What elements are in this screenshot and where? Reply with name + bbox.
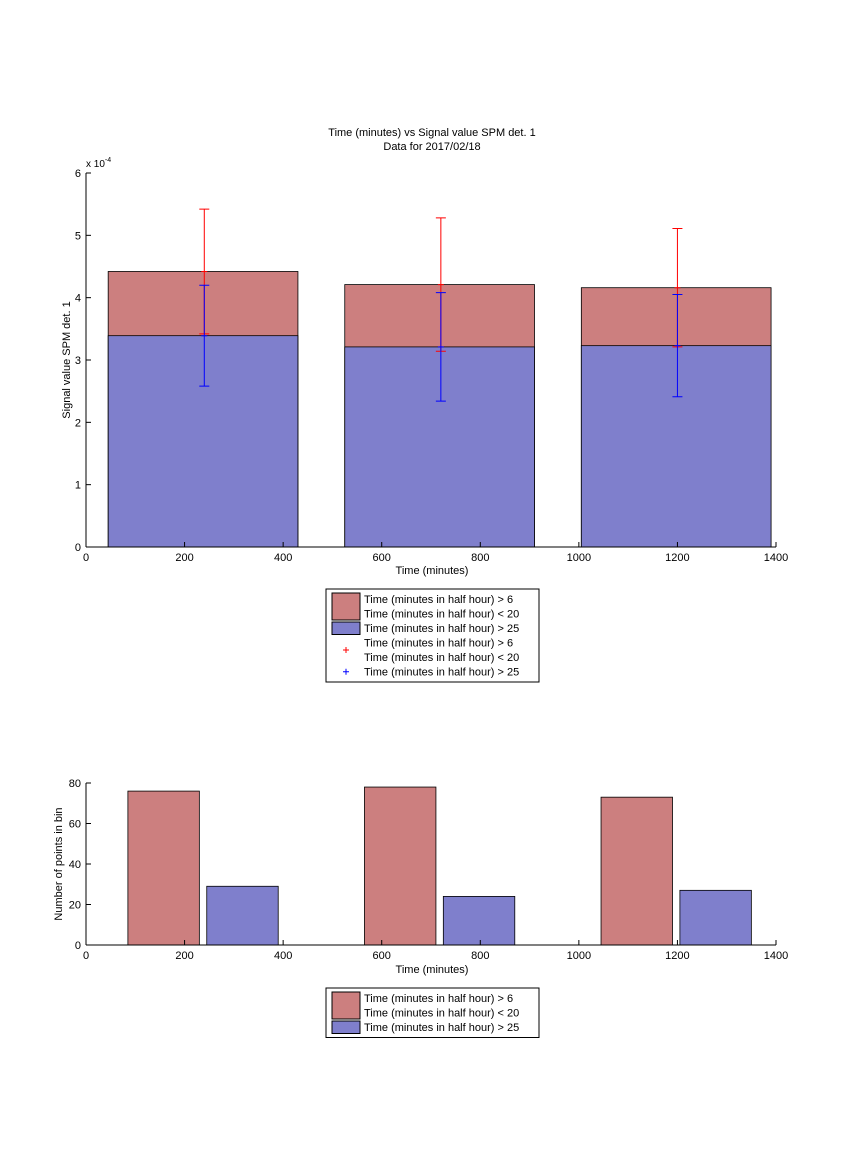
legend-label: Time (minutes in half hour) < 20 [364, 652, 519, 664]
legend-label: Time (minutes in half hour) > 6 [364, 993, 513, 1005]
count-chart: Number of points in bin Time (minutes) 0… [53, 778, 788, 1038]
bar-series-1 [127, 790, 200, 946]
signal-chart: Time (minutes) vs Signal value SPM det. … [61, 127, 788, 683]
chart-title: Time (minutes) vs Signal value SPM det. … [328, 127, 535, 139]
legend-label: Time (minutes in half hour) > 25 [364, 667, 519, 679]
x-tick-label: 1000 [567, 552, 591, 564]
chart-subtitle: Data for 2017/02/18 [383, 141, 480, 153]
legend: Time (minutes in half hour) > 6 Time (min… [325, 588, 540, 683]
y-axis-label: Signal value SPM det. 1 [61, 301, 73, 418]
legend-swatch [331, 592, 361, 621]
x-tick-label: 1400 [764, 552, 788, 564]
x-tick-label: 1400 [764, 950, 788, 962]
bar-series-2 [206, 885, 279, 946]
legend-marker [343, 668, 349, 675]
legend-swatch [331, 621, 361, 635]
y-exponent-label: x 10-4 [86, 157, 111, 170]
legend-swatch [331, 991, 361, 1020]
y-tick-label: 0 [75, 542, 81, 554]
x-axis-label: Time (minutes) [396, 964, 469, 976]
x-tick-label: 0 [83, 950, 89, 962]
legend-label: Time (minutes in half hour) < 20 [364, 609, 519, 621]
y-tick-label: 60 [69, 819, 81, 831]
x-tick-label: 0 [83, 552, 89, 564]
error-bar-series-1 [435, 217, 446, 352]
legend-label: Time (minutes in half hour) > 6 [364, 594, 513, 606]
bar-series-2 [344, 346, 535, 548]
bar-series-1 [600, 796, 673, 946]
error-bar-series-2 [199, 284, 210, 387]
legend-label: Time (minutes in half hour) > 25 [364, 623, 519, 635]
x-tick-label: 200 [175, 950, 193, 962]
y-tick-label: 1 [75, 480, 81, 492]
x-axis-label: Time (minutes) [396, 565, 469, 577]
error-bar-series-1 [672, 227, 683, 348]
y-tick-label: 6 [75, 168, 81, 180]
y-tick-label: 3 [75, 355, 81, 367]
bar-series-2 [442, 896, 516, 946]
bar-series-1 [364, 786, 437, 946]
x-tick-label: 800 [471, 950, 489, 962]
error-bar-series-1 [199, 208, 210, 335]
y-tick-label: 40 [69, 859, 81, 871]
y-tick-label: 0 [75, 940, 81, 952]
x-tick-label: 800 [471, 552, 489, 564]
error-bar-series-2 [435, 292, 446, 402]
y-axis-label: Number of points in bin [53, 807, 65, 920]
bar-series-2 [679, 889, 752, 946]
x-tick-label: 600 [373, 950, 391, 962]
legend: Time (minutes in half hour) > 6 Time (min… [325, 987, 540, 1038]
bar-series-2 [580, 345, 772, 548]
legend-box [325, 987, 540, 1038]
y-tick-label: 2 [75, 417, 81, 429]
error-bar-series-2 [672, 294, 683, 398]
y-tick-label: 5 [75, 230, 81, 242]
y-tick-label: 20 [69, 900, 81, 912]
legend-swatch [331, 1020, 361, 1034]
x-tick-label: 1200 [665, 552, 689, 564]
x-tick-label: 400 [274, 552, 292, 564]
legend-label: Time (minutes in half hour) > 25 [364, 1022, 519, 1034]
x-tick-label: 600 [373, 552, 391, 564]
legend-box [325, 588, 540, 683]
legend-label: Time (minutes in half hour) < 20 [364, 1008, 519, 1020]
x-tick-label: 1000 [567, 950, 591, 962]
bar-series-2 [107, 335, 299, 548]
legend-label: Time (minutes in half hour) > 6 [364, 638, 513, 650]
legend-marker [343, 647, 349, 653]
x-tick-label: 1200 [665, 950, 689, 962]
y-tick-label: 80 [69, 778, 81, 790]
x-tick-label: 200 [175, 552, 193, 564]
x-tick-label: 400 [274, 950, 292, 962]
y-tick-label: 4 [75, 293, 81, 305]
